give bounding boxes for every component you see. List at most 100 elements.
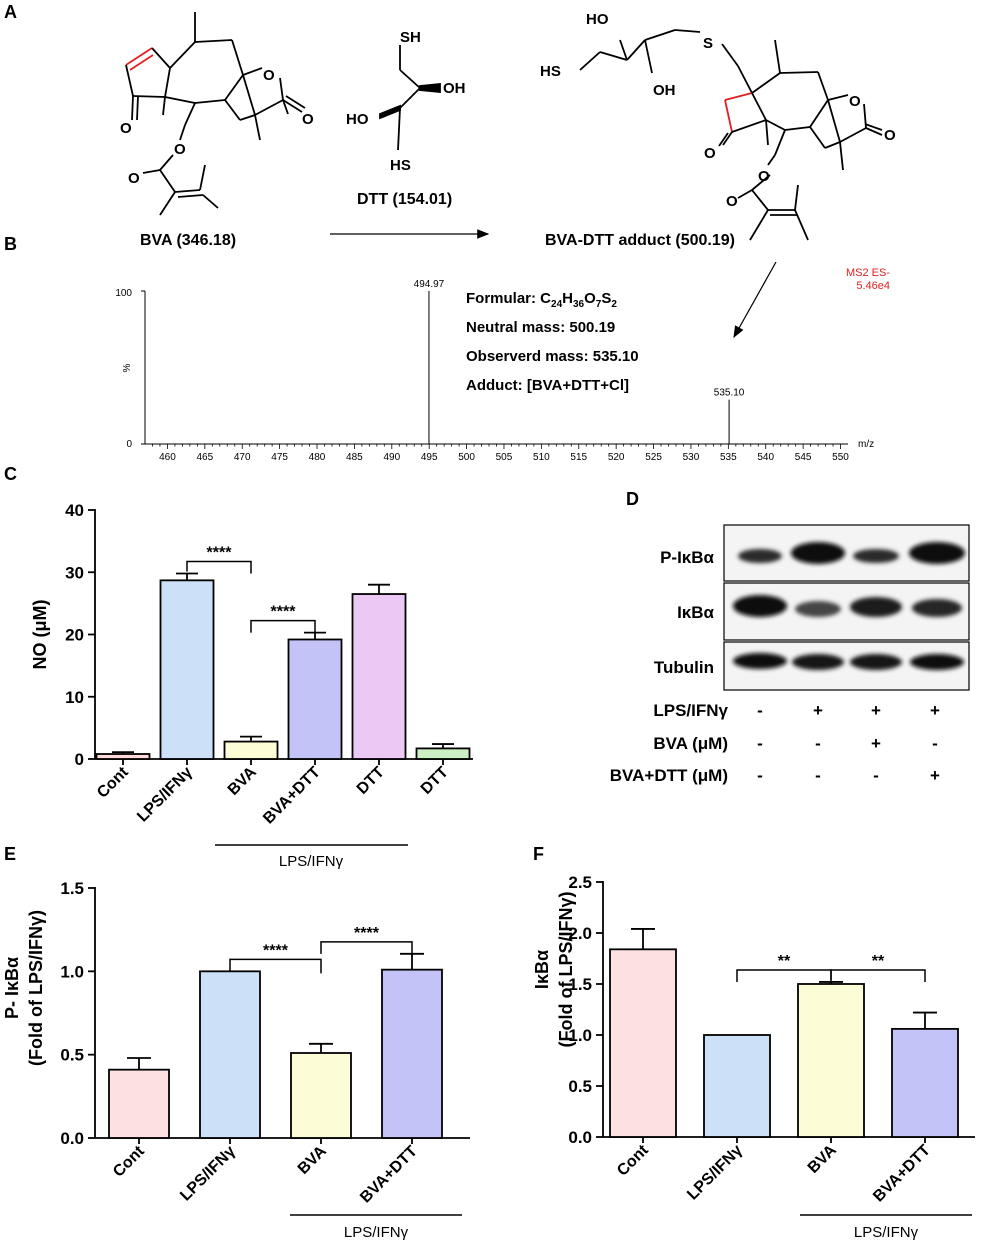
ms-annotations: Formular: C24H36O7S2 Neutral mass: 500.1…	[466, 290, 639, 394]
dtt-structure	[379, 45, 441, 151]
significance-label: ****	[207, 544, 233, 561]
group-label-e: LPS/IFNγ	[344, 1224, 409, 1241]
bar	[108, 1068, 170, 1139]
panel-f: F 0.0 0.5 1.0 1.5 2.0 2.5 IκBα (Fold of LPS/IFN…	[532, 844, 975, 1241]
band	[850, 597, 902, 617]
formula-c: 24	[551, 299, 563, 310]
dtt-label: DTT (154.01)	[357, 191, 452, 208]
chart-c: 0 10 20 30 40 NO (μM) Cont LPS/IFNγ BVA BVA+DTT DT…	[30, 501, 473, 827]
treatment-label: BVA (μM)	[653, 734, 728, 753]
atom-label: O	[302, 111, 314, 128]
y-tick-label: 20	[65, 626, 84, 645]
bva-label: BVA (346.18)	[140, 232, 236, 249]
plus-sign: +	[813, 701, 823, 720]
y-tick-label: 0.5	[60, 1046, 84, 1065]
ms-xtick-label: 530	[683, 452, 700, 463]
formula-o-sym: O	[584, 290, 596, 307]
ms-xtick-label: 475	[271, 452, 288, 463]
panel-c-letter: C	[4, 464, 17, 484]
y-tick-label: 2.5	[568, 873, 592, 892]
significance-label: **	[778, 953, 791, 970]
blot-label-tubulin: Tubulin	[654, 658, 714, 677]
significance-label: ****	[263, 942, 289, 959]
bar	[703, 1034, 771, 1138]
ms-xtick-label: 515	[570, 452, 587, 463]
panel-d: D P-IκBα IκBα Tubulin LPS/IFNγ - + + + BVA (μ…	[610, 489, 970, 785]
bar	[797, 983, 865, 1138]
band	[738, 549, 782, 563]
ms-xtick-label: 490	[383, 452, 400, 463]
significance-label: ****	[354, 925, 380, 942]
bar	[609, 948, 677, 1138]
y-tick-label: 0.0	[568, 1128, 592, 1147]
formula-h: 36	[573, 299, 585, 310]
band	[795, 601, 841, 617]
formula-s-sym: S	[601, 290, 611, 307]
bar	[95, 753, 151, 760]
y-axis-label: (Fold of LPS/IFNγ)	[26, 910, 46, 1066]
y-axis-label: (Fold of LPS/IFNγ)	[556, 892, 576, 1048]
ms-spectrum: 460 465 470 475 480 485 490 495 500 505 510 515 520 5…	[141, 279, 849, 463]
ms-xtick-label: 495	[421, 452, 438, 463]
bar	[199, 970, 261, 1139]
band	[850, 654, 902, 670]
bar	[223, 740, 279, 760]
ms-xtick-label: 525	[645, 452, 662, 463]
y-axis-label: NO (μM)	[30, 599, 50, 669]
x-tick-label: LPS/IFNγ	[177, 1143, 239, 1205]
atom-label: OH	[653, 82, 676, 99]
minus-sign: -	[757, 701, 763, 720]
y-tick-label: 0.5	[568, 1077, 592, 1096]
panel-e-letter: E	[4, 844, 16, 864]
treatment-label: BVA+DTT (μM)	[610, 766, 728, 785]
formula-text: Formular: C24H36O7S2	[466, 290, 617, 310]
plus-sign: +	[930, 766, 940, 785]
atom-label: HO	[346, 111, 369, 128]
band	[909, 542, 965, 564]
ms-arrow	[733, 261, 777, 339]
ms-xtick-label: 465	[196, 452, 213, 463]
significance-bracket	[250, 619, 316, 633]
x-tick-label: LPS/IFNγ	[684, 1142, 746, 1204]
atom-label: O	[120, 120, 132, 137]
ms-xtick-label: 540	[757, 452, 774, 463]
x-tick-label: DTT	[354, 764, 388, 798]
ms-xtick-label: 535	[720, 452, 737, 463]
x-tick-label: BVA+DTT	[260, 764, 324, 828]
significance-label: ****	[271, 604, 297, 621]
y-tick-label: 30	[65, 563, 84, 582]
group-label-f: LPS/IFNγ	[854, 1224, 919, 1241]
adduct-label: BVA-DTT adduct (500.19)	[545, 232, 735, 249]
treatment-label: LPS/IFNγ	[653, 701, 728, 720]
plus-sign: +	[871, 701, 881, 720]
atom-label: O	[263, 67, 275, 84]
formula-prefix: Formular: C	[466, 290, 551, 307]
atom-label: O	[128, 170, 140, 187]
ms-xunit: m/z	[858, 439, 874, 450]
ms-note-2: 5.46e4	[856, 280, 890, 292]
atom-label: HO	[586, 11, 609, 28]
y-tick-label: 1.0	[568, 1026, 592, 1045]
ms-xtick-label: 480	[309, 452, 326, 463]
bar	[891, 1027, 959, 1138]
ms-xtick-label: 550	[832, 452, 849, 463]
band	[733, 653, 787, 669]
x-tick-label: Cont	[94, 763, 132, 801]
band	[912, 599, 962, 617]
atom-label: HS	[540, 63, 561, 80]
x-tick-label: BVA	[225, 763, 260, 798]
atom-label: O	[726, 193, 738, 210]
treatment-table: LPS/IFNγ - + + + BVA (μM) - - + - BVA+DTT (μM) - - - +	[610, 701, 940, 785]
panel-d-letter: D	[626, 489, 639, 509]
ms-peak-label: 535.10	[714, 388, 745, 399]
blot-label-ikba: IκBα	[677, 603, 714, 622]
panel-a: A	[4, 2, 896, 339]
formula-o: 7	[596, 299, 602, 310]
significance-bracket	[830, 969, 926, 982]
panel-b: B MS2 ES- 5.46e4 100 0 % m/z 460 465 470 47…	[4, 234, 890, 463]
y-top-label: 100	[115, 288, 132, 299]
bva-structure	[125, 12, 306, 216]
ms-xtick-label: 485	[346, 452, 363, 463]
minus-sign: -	[757, 766, 763, 785]
y-tick-label: 1.0	[60, 962, 84, 981]
